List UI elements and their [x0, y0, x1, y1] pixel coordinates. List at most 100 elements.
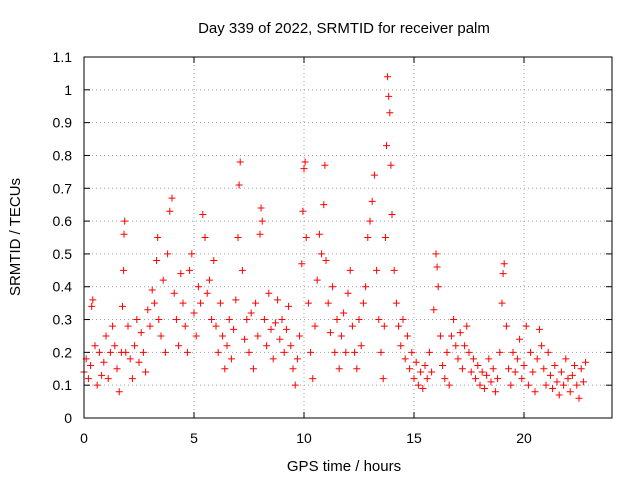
data-point: [454, 355, 462, 363]
data-point: [496, 348, 504, 356]
data-point: [214, 348, 222, 356]
data-point: [560, 381, 568, 389]
data-point: [293, 355, 301, 363]
data-point: [106, 348, 114, 356]
data-point: [177, 270, 185, 278]
data-point: [203, 289, 211, 297]
data-point: [320, 201, 328, 209]
data-point: [179, 299, 187, 307]
data-point: [287, 342, 295, 350]
data-point: [549, 384, 557, 392]
data-point: [170, 289, 178, 297]
data-points: [80, 73, 590, 402]
data-point: [137, 329, 145, 337]
data-point: [296, 332, 304, 340]
data-point: [397, 342, 405, 350]
data-point: [88, 302, 96, 310]
data-point: [133, 316, 141, 324]
data-point: [433, 263, 441, 271]
y-axis-ticks: 0 0.1 0.2 0.3 0.4 0.5 0.6 0.7 0.8 0.9 1 1.1: [53, 49, 612, 426]
data-point: [555, 391, 563, 399]
data-point: [399, 316, 407, 324]
data-point: [370, 171, 378, 179]
data-point: [221, 365, 229, 373]
data-point: [199, 211, 207, 219]
data-point: [263, 342, 271, 350]
data-point: [146, 322, 154, 330]
data-point: [172, 316, 180, 324]
data-point: [260, 316, 268, 324]
data-point: [289, 365, 297, 373]
data-point: [564, 375, 572, 383]
data-point: [232, 296, 240, 304]
data-point: [93, 381, 101, 389]
data-point: [304, 299, 312, 307]
data-point: [408, 348, 416, 356]
data-point: [434, 283, 442, 291]
data-point: [476, 381, 484, 389]
data-point: [381, 234, 389, 241]
data-point: [463, 322, 471, 330]
data-point: [219, 332, 227, 340]
data-point: [124, 322, 132, 330]
x-tick-label: 20: [516, 430, 532, 446]
data-point: [456, 329, 464, 337]
data-point: [91, 342, 99, 350]
data-point: [318, 250, 326, 258]
data-point: [307, 348, 315, 356]
x-axis-label: GPS time / hours: [287, 458, 401, 475]
y-tick-label: 0.6: [53, 213, 73, 229]
data-point: [153, 256, 161, 264]
chart-title: Day 339 of 2022, SRMTID for receiver pal…: [198, 20, 490, 37]
data-point: [579, 378, 587, 386]
data-point: [469, 355, 477, 363]
data-point: [298, 260, 306, 268]
data-point: [241, 335, 249, 343]
data-point: [194, 283, 202, 291]
y-tick-label: 0: [64, 410, 72, 426]
data-point: [346, 266, 354, 274]
data-point: [188, 250, 196, 258]
data-point: [414, 381, 422, 389]
data-point: [278, 316, 286, 324]
data-point: [186, 266, 194, 274]
data-point: [582, 358, 590, 366]
data-point: [392, 299, 400, 307]
data-point: [164, 250, 172, 258]
data-point: [364, 234, 372, 241]
data-point: [467, 368, 475, 376]
data-point: [135, 358, 143, 366]
data-point: [128, 375, 136, 383]
data-point: [410, 375, 418, 383]
data-point: [359, 299, 367, 307]
data-point: [274, 296, 282, 304]
data-point: [498, 299, 506, 307]
data-point: [197, 299, 205, 307]
data-point: [95, 348, 103, 356]
data-point: [412, 358, 420, 366]
data-point: [249, 365, 257, 373]
data-point: [430, 306, 438, 314]
data-point: [445, 381, 453, 389]
data-point: [507, 381, 515, 389]
data-point: [351, 348, 359, 356]
data-point: [227, 355, 235, 363]
data-point: [321, 161, 329, 169]
x-axis-ticks: 0 5 10 15 20: [80, 57, 532, 446]
data-point: [509, 348, 517, 356]
data-point: [148, 286, 156, 294]
data-point: [423, 375, 431, 383]
y-tick-label: 0.4: [53, 279, 73, 295]
grid: [84, 57, 612, 418]
data-point: [362, 283, 370, 291]
data-point: [335, 365, 343, 373]
data-point: [436, 332, 444, 340]
data-point: [313, 276, 321, 284]
data-point: [417, 368, 425, 376]
data-point: [254, 332, 262, 340]
y-tick-label: 1.1: [53, 49, 73, 65]
data-point: [258, 217, 266, 225]
data-point: [331, 348, 339, 356]
data-point: [518, 375, 526, 383]
data-point: [461, 342, 469, 350]
